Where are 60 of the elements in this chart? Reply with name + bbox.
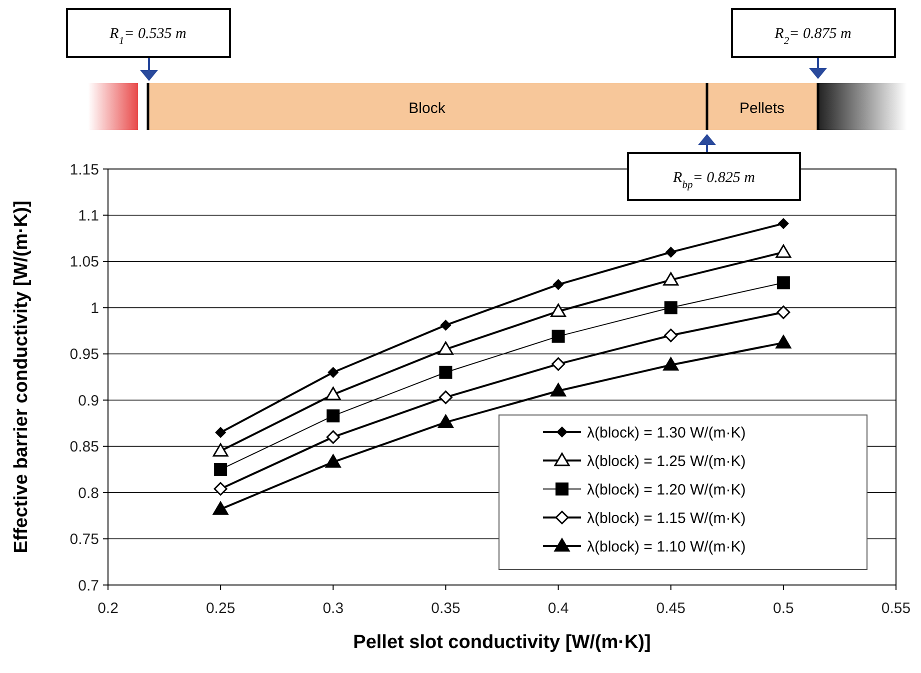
y-tick-label: 0.9 [78, 392, 99, 410]
point [326, 409, 340, 422]
text: R$_{1}$= 0.535 m [108, 26, 186, 46]
text: R$_{2}$= 0.875 m [774, 26, 852, 46]
point [214, 462, 228, 476]
point [776, 276, 790, 290]
legend-label: λ(block) = 1.20 W/(m·K) [587, 481, 746, 498]
x-tick-label: 0.3 [322, 600, 344, 617]
point [663, 357, 679, 371]
x-tick-label: 0.4 [548, 600, 569, 617]
x-tick-label: 0.25 [206, 600, 236, 617]
point [215, 427, 226, 438]
point [438, 342, 454, 355]
point [664, 301, 678, 314]
legend-label: λ(block) = 1.10 W/(m·K) [587, 538, 746, 556]
y-tick-label: 0.8 [78, 484, 99, 502]
legend-label: λ(block) = 1.15 W/(m·K) [587, 510, 746, 527]
point [438, 390, 452, 404]
point [666, 246, 676, 258]
y-tick-label: 0.95 [70, 346, 99, 364]
y-tick-label: 0.85 [70, 438, 99, 456]
point [440, 320, 451, 330]
point [778, 218, 789, 229]
point [325, 386, 341, 400]
annotation: R$_{bp}$= 0.825 m [672, 170, 756, 190]
text: Pellets [739, 100, 785, 117]
text: Block [408, 100, 446, 117]
point [550, 383, 566, 397]
point [776, 244, 792, 258]
x-tick-label: 0.2 [98, 600, 118, 617]
legend-label: λ(block) = 1.25 W/(m·K) [587, 452, 746, 470]
legend-label: λ(block) = 1.30 W/(m·K) [587, 424, 746, 442]
y-tick-label: 1.15 [70, 161, 99, 178]
x-tick-label: 0.55 [881, 600, 911, 617]
point [663, 272, 679, 286]
y-tick-label: 0.7 [78, 577, 99, 594]
x-tick-label: 0.5 [773, 600, 794, 617]
point [328, 367, 338, 378]
point [552, 330, 565, 343]
x-tick-label: 0.45 [656, 600, 686, 617]
point [326, 430, 340, 444]
point [214, 482, 228, 496]
point [212, 501, 228, 515]
y-tick-label: 1.1 [78, 207, 99, 224]
y-tick-label: 1 [90, 300, 99, 317]
point [552, 357, 566, 371]
x-tick-label: 0.35 [431, 600, 460, 617]
y-axis-title: Effective barrier conductivity [W/(m·K)] [11, 200, 32, 554]
point [439, 366, 452, 379]
x-axis-title: Pellet slot conductivity [W/(m·K)] [353, 632, 651, 653]
point [212, 443, 228, 457]
point [776, 306, 790, 320]
point [438, 414, 454, 428]
y-tick-label: 0.75 [70, 531, 99, 548]
point [325, 454, 341, 468]
y-tick-label: 1.05 [70, 254, 99, 271]
point [550, 304, 566, 318]
point [553, 279, 564, 290]
point [664, 328, 678, 342]
point [776, 335, 792, 348]
